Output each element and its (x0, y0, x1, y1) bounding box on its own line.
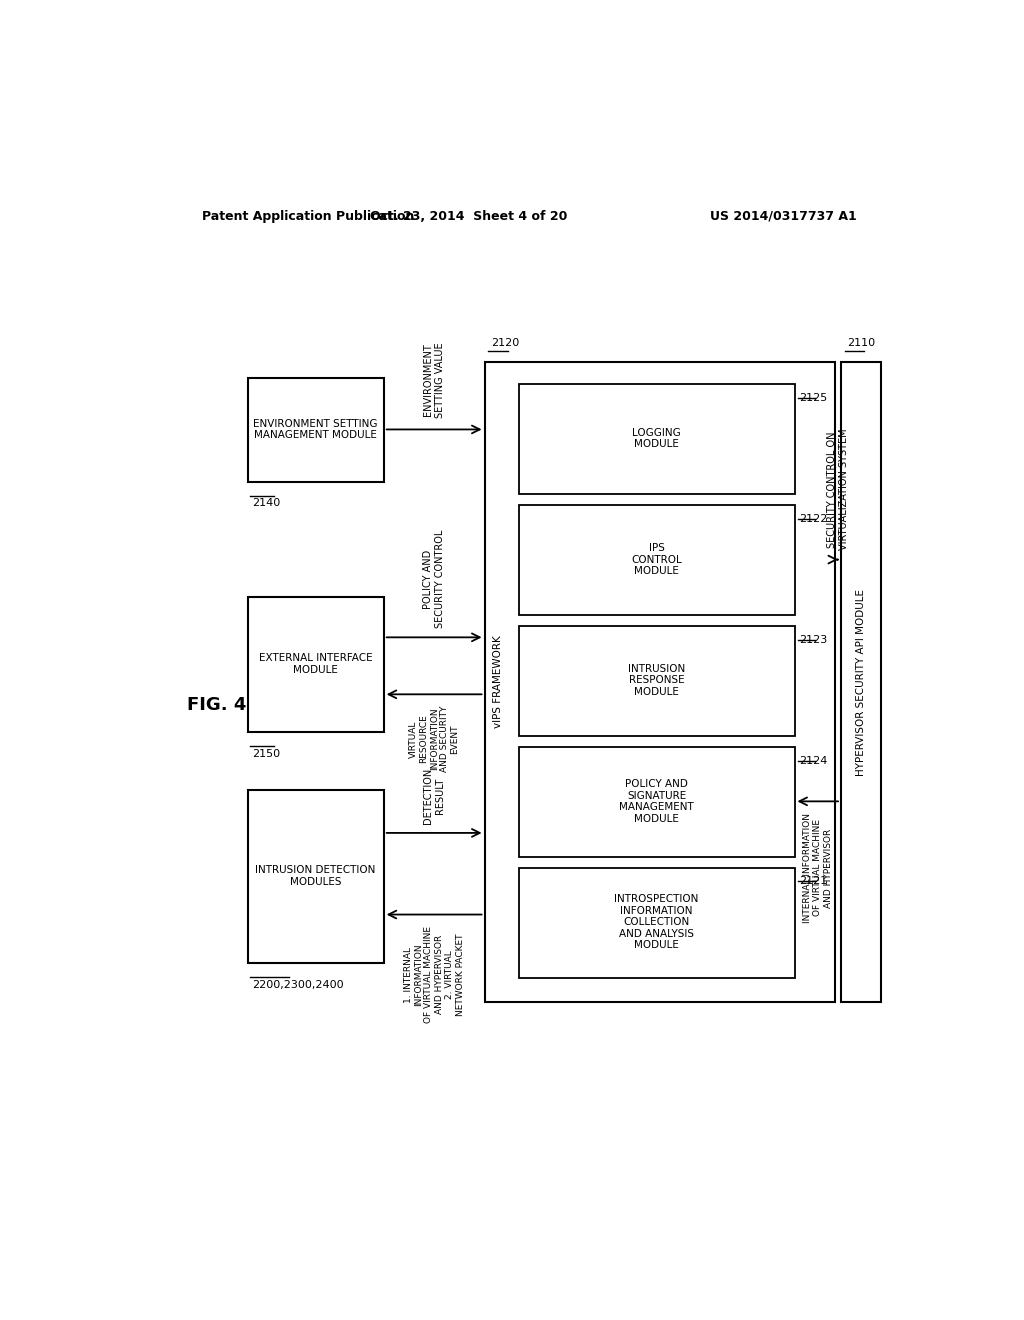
Text: INTRUSION
RESPONSE
MODULE: INTRUSION RESPONSE MODULE (628, 664, 685, 697)
Text: ENVIRONMENT SETTING
MANAGEMENT MODULE: ENVIRONMENT SETTING MANAGEMENT MODULE (253, 418, 378, 441)
Bar (248, 789, 384, 964)
Bar (519, 626, 795, 737)
Text: EXTERNAL INTERFACE
MODULE: EXTERNAL INTERFACE MODULE (259, 653, 373, 675)
Text: IPS
CONTROL
MODULE: IPS CONTROL MODULE (631, 543, 682, 576)
Bar (519, 504, 795, 615)
Text: VIRTUAL
RESOURCE
INFORMATION
AND SECURITY
EVENT: VIRTUAL RESOURCE INFORMATION AND SECURIT… (409, 706, 460, 772)
Text: vIPS FRAMEWORK: vIPS FRAMEWORK (494, 636, 504, 729)
Text: INTRUSION DETECTION
MODULES: INTRUSION DETECTION MODULES (255, 865, 376, 887)
Text: 2120: 2120 (490, 338, 519, 348)
Text: 1. INTERNAL
INFORMATION
OF VIRTUAL MACHINE
AND HYPERVISOR
2. VIRTUAL
NETWORK PAC: 1. INTERNAL INFORMATION OF VIRTUAL MACHI… (403, 927, 465, 1023)
Text: DETECTION
RESULT: DETECTION RESULT (423, 767, 444, 824)
Text: 2140: 2140 (252, 499, 281, 508)
Bar (519, 867, 795, 978)
Bar (519, 384, 795, 494)
Text: 2150: 2150 (252, 748, 281, 759)
Text: 2125: 2125 (799, 393, 827, 403)
Text: 2122: 2122 (799, 513, 827, 524)
Text: LOGGING
MODULE: LOGGING MODULE (632, 428, 681, 450)
Text: 2124: 2124 (799, 755, 827, 766)
Text: SECURITY CONTROL ON
VIRTUALIZATION SYSTEM: SECURITY CONTROL ON VIRTUALIZATION SYSTE… (827, 429, 849, 550)
Text: 2121: 2121 (799, 876, 827, 887)
Text: Oct. 23, 2014  Sheet 4 of 20: Oct. 23, 2014 Sheet 4 of 20 (371, 210, 567, 223)
Text: Patent Application Publication: Patent Application Publication (202, 210, 414, 223)
Bar (248, 597, 384, 733)
Text: 2200,2300,2400: 2200,2300,2400 (252, 979, 344, 990)
Text: US 2014/0317737 A1: US 2014/0317737 A1 (710, 210, 856, 223)
Text: HYPERVISOR SECURITY API MODULE: HYPERVISOR SECURITY API MODULE (856, 589, 866, 776)
Text: ENVIRONMENT
SETTING VALUE: ENVIRONMENT SETTING VALUE (423, 342, 444, 418)
Bar (484, 363, 835, 1002)
Text: INTERNAL INFORMATION
OF VIRTUAL MACHINE
AND HYPERVISOR: INTERNAL INFORMATION OF VIRTUAL MACHINE … (803, 813, 833, 923)
Text: INTROSPECTION
INFORMATION
COLLECTION
AND ANALYSIS
MODULE: INTROSPECTION INFORMATION COLLECTION AND… (614, 894, 698, 950)
Text: 2110: 2110 (847, 338, 876, 348)
Text: POLICY AND
SIGNATURE
MANAGEMENT
MODULE: POLICY AND SIGNATURE MANAGEMENT MODULE (620, 779, 694, 824)
Text: 2123: 2123 (799, 635, 827, 644)
Text: FIG. 4: FIG. 4 (187, 696, 247, 714)
Text: POLICY AND
SECURITY CONTROL: POLICY AND SECURITY CONTROL (423, 529, 444, 628)
Bar (841, 363, 882, 1002)
Bar (248, 378, 384, 482)
Bar (519, 747, 795, 857)
